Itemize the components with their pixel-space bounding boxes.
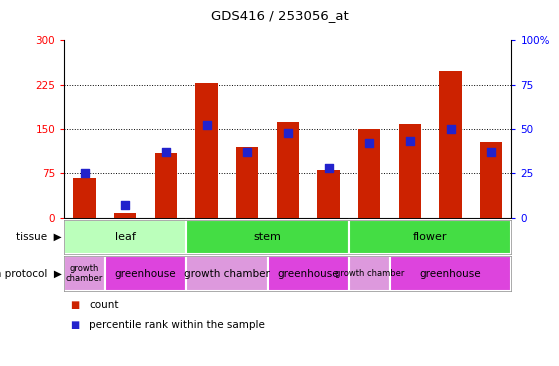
Bar bbox=[390, 256, 511, 291]
Point bbox=[121, 202, 130, 208]
Point bbox=[405, 138, 414, 144]
Point bbox=[202, 123, 211, 128]
Text: count: count bbox=[89, 300, 119, 310]
Bar bbox=[186, 220, 349, 254]
Text: tissue  ▶: tissue ▶ bbox=[16, 232, 61, 242]
Bar bbox=[186, 256, 268, 291]
Point bbox=[162, 149, 170, 155]
Bar bbox=[114, 213, 136, 218]
Bar bbox=[105, 256, 186, 291]
Point bbox=[324, 165, 333, 171]
Point bbox=[80, 171, 89, 176]
Text: greenhouse: greenhouse bbox=[277, 269, 339, 279]
Bar bbox=[73, 178, 96, 218]
Bar bbox=[277, 122, 299, 218]
Bar bbox=[196, 83, 218, 218]
Text: ■: ■ bbox=[70, 300, 79, 310]
Bar bbox=[236, 147, 258, 218]
Bar bbox=[64, 256, 105, 291]
Bar bbox=[155, 153, 177, 218]
Point bbox=[487, 149, 496, 155]
Text: flower: flower bbox=[413, 232, 447, 242]
Text: greenhouse: greenhouse bbox=[115, 269, 177, 279]
Point bbox=[283, 130, 292, 135]
Bar bbox=[480, 142, 503, 218]
Point bbox=[243, 149, 252, 155]
Point bbox=[364, 140, 373, 146]
Text: GDS416 / 253056_at: GDS416 / 253056_at bbox=[211, 9, 348, 22]
Text: growth chamber: growth chamber bbox=[334, 269, 404, 278]
Text: ■: ■ bbox=[70, 320, 79, 330]
Text: percentile rank within the sample: percentile rank within the sample bbox=[89, 320, 266, 330]
Bar bbox=[439, 71, 462, 218]
Point bbox=[446, 126, 455, 132]
Bar bbox=[318, 171, 340, 218]
Text: stem: stem bbox=[254, 232, 282, 242]
Text: growth
chamber: growth chamber bbox=[66, 264, 103, 283]
Text: growth protocol  ▶: growth protocol ▶ bbox=[0, 269, 61, 279]
Text: leaf: leaf bbox=[115, 232, 136, 242]
Bar bbox=[358, 129, 380, 218]
Bar bbox=[349, 220, 511, 254]
Bar bbox=[64, 220, 186, 254]
Text: growth chamber: growth chamber bbox=[184, 269, 270, 279]
Bar bbox=[349, 256, 390, 291]
Bar bbox=[268, 256, 349, 291]
Bar bbox=[399, 124, 421, 218]
Text: greenhouse: greenhouse bbox=[420, 269, 481, 279]
